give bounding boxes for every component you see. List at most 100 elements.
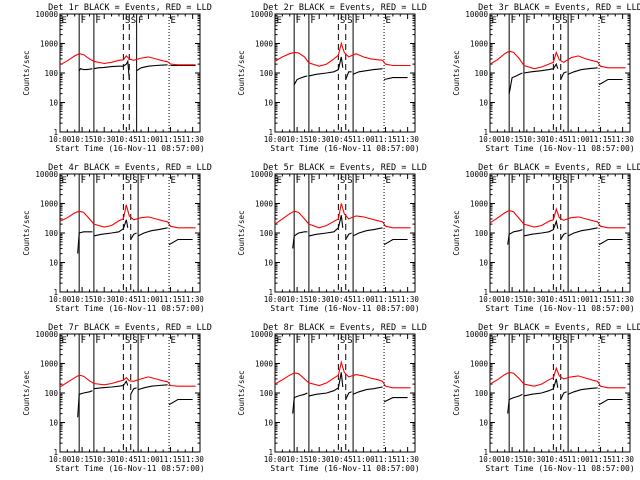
y-tick-label: 1000: [470, 200, 489, 209]
marker-label: S: [131, 16, 136, 26]
x-tick-label: 10:30: [93, 295, 116, 304]
x-tick-label: 10:30: [308, 455, 331, 464]
x-tick-label: 11:00: [352, 135, 375, 144]
y-axis-label: Counts/sec: [237, 370, 246, 415]
y-tick-label: 100: [259, 389, 273, 398]
x-tick-label: 10:30: [308, 295, 331, 304]
marker-label: F: [138, 16, 143, 26]
events-series-line: [523, 62, 559, 74]
x-tick-label: 11:15: [374, 295, 397, 304]
events-series-line: [523, 378, 559, 397]
events-series-line: [352, 227, 383, 237]
marker-label: S: [562, 176, 567, 186]
events-series-line: [598, 78, 623, 86]
x-tick-label: 11:30: [396, 135, 419, 144]
events-series-line: [598, 238, 623, 246]
marker-label: F: [310, 176, 315, 186]
marker-label: F: [95, 16, 100, 26]
lld-series-line: [274, 41, 411, 67]
x-axis-label: Start Time (16-Nov-11 08:57:00): [270, 144, 419, 153]
lld-series-line: [489, 366, 626, 389]
y-tick-label: 10000: [35, 170, 58, 179]
events-series-line: [345, 232, 352, 240]
marker-label: F: [81, 336, 86, 346]
marker-label: S: [555, 336, 560, 346]
marker-label: F: [95, 176, 100, 186]
marker-label: E: [277, 176, 282, 186]
y-tick-label: 1000: [255, 40, 274, 49]
events-series-line: [598, 398, 623, 406]
chart-title: Det 2r BLACK = Events, RED = LLD: [263, 3, 427, 13]
marker-label: S: [555, 176, 560, 186]
lld-series-line: [489, 207, 626, 229]
x-tick-label: 10:15: [501, 295, 524, 304]
marker-label: E: [171, 16, 176, 26]
marker-label: S: [340, 176, 345, 186]
events-series-line: [130, 232, 137, 240]
events-series-line: [352, 386, 383, 395]
x-tick-label: 10:30: [523, 135, 546, 144]
y-axis-label: Counts/sec: [237, 210, 246, 255]
events-series-line: [130, 387, 137, 395]
x-tick-label: 11:15: [159, 455, 182, 464]
y-tick-label: 1000: [470, 40, 489, 49]
y-tick-label: 1: [483, 128, 488, 137]
y-tick-label: 1000: [40, 40, 59, 49]
chart-title: Det 1r BLACK = Events, RED = LLD: [48, 3, 212, 13]
x-tick-label: 10:45: [545, 455, 568, 464]
y-tick-label: 1000: [40, 200, 59, 209]
x-tick-label: 10:30: [523, 455, 546, 464]
marker-label: F: [310, 336, 315, 346]
y-tick-label: 10000: [35, 10, 58, 19]
x-tick-label: 10:15: [501, 455, 524, 464]
x-tick-label: 11:15: [159, 135, 182, 144]
x-tick-label: 10:30: [308, 135, 331, 144]
marker-label: S: [347, 336, 352, 346]
marker-label: F: [296, 16, 301, 26]
marker-label: E: [277, 336, 282, 346]
events-series-line: [93, 59, 130, 80]
events-series-line: [383, 238, 408, 246]
x-tick-label: 10:00: [264, 135, 287, 144]
y-tick-label: 10: [264, 259, 274, 268]
marker-label: E: [171, 176, 176, 186]
events-series-line: [78, 68, 93, 72]
x-tick-label: 10:45: [115, 295, 138, 304]
y-axis-label: Counts/sec: [452, 370, 461, 415]
y-tick-label: 1: [268, 288, 273, 297]
y-tick-label: 1000: [470, 360, 489, 369]
y-tick-label: 10000: [250, 10, 273, 19]
x-tick-label: 10:45: [115, 455, 138, 464]
y-tick-label: 100: [474, 69, 488, 78]
events-series-line: [383, 397, 408, 403]
marker-label: S: [125, 336, 130, 346]
events-series-line: [560, 71, 567, 80]
x-tick-label: 10:15: [286, 295, 309, 304]
x-tick-label: 11:00: [567, 455, 590, 464]
events-series-line: [352, 68, 383, 75]
marker-label: F: [81, 16, 86, 26]
marker-label: E: [62, 336, 67, 346]
marker-label: F: [310, 16, 315, 26]
lld-series-line: [489, 50, 626, 70]
chart-title: Det 7r BLACK = Events, RED = LLD: [48, 323, 212, 333]
marker-label: F: [570, 336, 575, 346]
marker-label: E: [601, 336, 606, 346]
lld-series-line: [59, 204, 196, 229]
x-axis-label: Start Time (16-Nov-11 08:57:00): [55, 144, 204, 153]
x-tick-label: 11:00: [567, 295, 590, 304]
x-tick-label: 11:15: [159, 295, 182, 304]
chart-title: Det 6r BLACK = Events, RED = LLD: [478, 163, 640, 173]
y-tick-label: 100: [259, 229, 273, 238]
chart-title: Det 3r BLACK = Events, RED = LLD: [478, 3, 640, 13]
marker-label: F: [81, 176, 86, 186]
chart-panel: Det 1r BLACK = Events, RED = LLD 1 10 100 10…: [22, 3, 212, 153]
x-tick-label: 11:00: [352, 295, 375, 304]
marker-label: F: [140, 176, 145, 186]
marker-label: F: [355, 176, 360, 186]
marker-label: S: [562, 16, 567, 26]
y-axis-label: Counts/sec: [452, 50, 461, 95]
x-tick-label: 10:00: [264, 295, 287, 304]
events-series-line: [137, 227, 168, 237]
x-tick-label: 11:15: [589, 295, 612, 304]
